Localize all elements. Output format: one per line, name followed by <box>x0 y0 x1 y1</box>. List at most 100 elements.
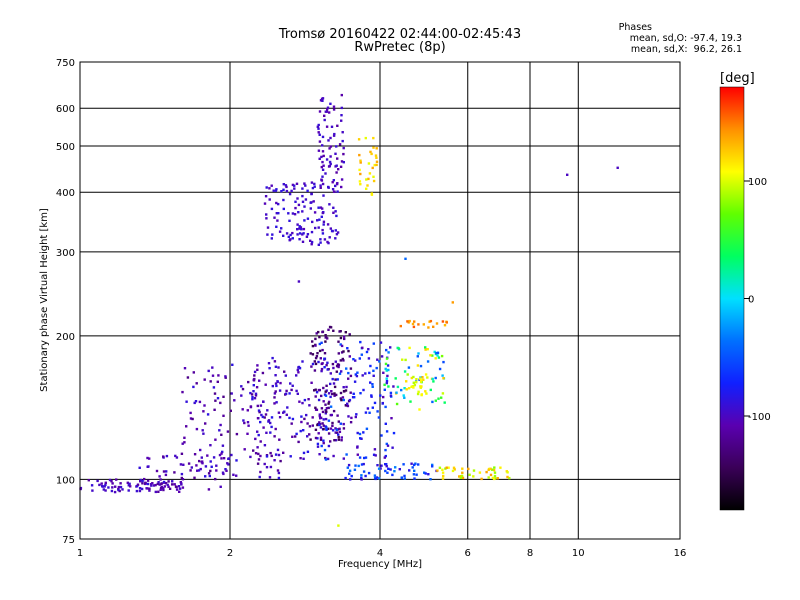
data-point <box>249 405 253 409</box>
data-point <box>329 102 332 105</box>
data-point <box>166 483 169 487</box>
data-point <box>383 456 386 459</box>
data-point <box>258 410 261 414</box>
data-point <box>374 477 377 481</box>
data-point <box>314 362 318 366</box>
data-point <box>221 471 225 474</box>
data-point <box>302 429 305 432</box>
data-point <box>270 425 273 429</box>
data-point <box>345 453 348 456</box>
data-point <box>327 392 331 395</box>
data-point <box>339 422 342 425</box>
data-point <box>280 227 283 230</box>
data-point <box>410 376 413 380</box>
data-point <box>424 472 427 475</box>
data-point <box>256 462 260 465</box>
data-point <box>218 429 221 432</box>
data-point <box>150 484 153 487</box>
data-point <box>224 376 227 379</box>
data-point <box>316 437 319 440</box>
data-point <box>136 483 140 486</box>
data-point <box>431 463 434 467</box>
data-point <box>352 358 355 361</box>
y-tick-label: 750 <box>56 58 75 69</box>
data-point <box>434 399 437 402</box>
data-point <box>379 394 382 397</box>
data-point <box>296 197 299 200</box>
data-point <box>334 229 337 232</box>
data-point <box>199 448 202 452</box>
data-point <box>220 457 223 460</box>
data-point <box>299 429 302 433</box>
data-point <box>431 354 434 357</box>
data-point <box>274 453 278 456</box>
data-point <box>325 384 328 387</box>
data-point <box>296 228 299 231</box>
data-point <box>104 489 107 492</box>
data-point <box>421 376 424 379</box>
data-point <box>293 213 297 216</box>
data-point <box>319 186 322 189</box>
chart-title: Tromsø 20160422 02:44:00-02:45:43 <box>278 27 522 42</box>
data-point <box>100 482 103 485</box>
data-point <box>385 348 388 352</box>
data-point <box>432 380 435 383</box>
data-point <box>342 457 345 460</box>
data-point <box>402 463 405 466</box>
data-point <box>413 469 416 472</box>
data-point <box>415 381 418 384</box>
data-point <box>413 320 416 323</box>
data-point <box>320 367 324 371</box>
data-point <box>202 432 205 435</box>
data-point <box>291 417 295 421</box>
data-point <box>353 396 356 399</box>
data-point <box>211 366 214 369</box>
data-point <box>437 356 441 359</box>
chart-subtitle: RwPretec (8p) <box>354 40 446 55</box>
data-point <box>347 377 350 380</box>
data-point <box>207 488 211 491</box>
data-point <box>340 114 343 117</box>
data-point <box>372 453 376 456</box>
data-point <box>348 398 352 402</box>
data-point <box>384 405 387 409</box>
data-point <box>266 226 270 229</box>
data-point <box>274 189 278 192</box>
data-point <box>329 162 332 166</box>
data-point <box>333 132 336 136</box>
data-point <box>115 478 118 481</box>
data-point <box>253 374 256 377</box>
data-point <box>319 241 322 244</box>
data-point <box>318 453 321 456</box>
data-point <box>175 488 179 491</box>
data-point <box>375 476 379 479</box>
data-point <box>257 433 260 437</box>
data-point <box>265 431 268 434</box>
data-point <box>467 467 470 471</box>
data-point <box>291 231 294 235</box>
data-point <box>144 481 147 484</box>
data-point <box>335 428 338 432</box>
data-point <box>291 384 294 387</box>
data-point <box>340 436 343 439</box>
data-point <box>566 173 569 176</box>
data-point <box>372 136 375 140</box>
data-point <box>319 426 323 429</box>
data-point <box>385 381 388 385</box>
data-point <box>278 416 282 419</box>
data-point <box>183 436 186 439</box>
data-point <box>338 143 342 146</box>
data-point <box>311 344 315 348</box>
data-point <box>339 359 342 362</box>
data-point <box>321 99 324 102</box>
data-point <box>268 476 272 479</box>
data-point <box>247 424 250 427</box>
data-point <box>209 460 212 463</box>
data-point <box>297 280 301 283</box>
data-point <box>322 441 325 445</box>
data-point <box>310 181 314 184</box>
data-point <box>322 427 325 431</box>
data-point <box>319 436 323 439</box>
data-point <box>189 417 193 420</box>
data-point <box>328 203 331 206</box>
